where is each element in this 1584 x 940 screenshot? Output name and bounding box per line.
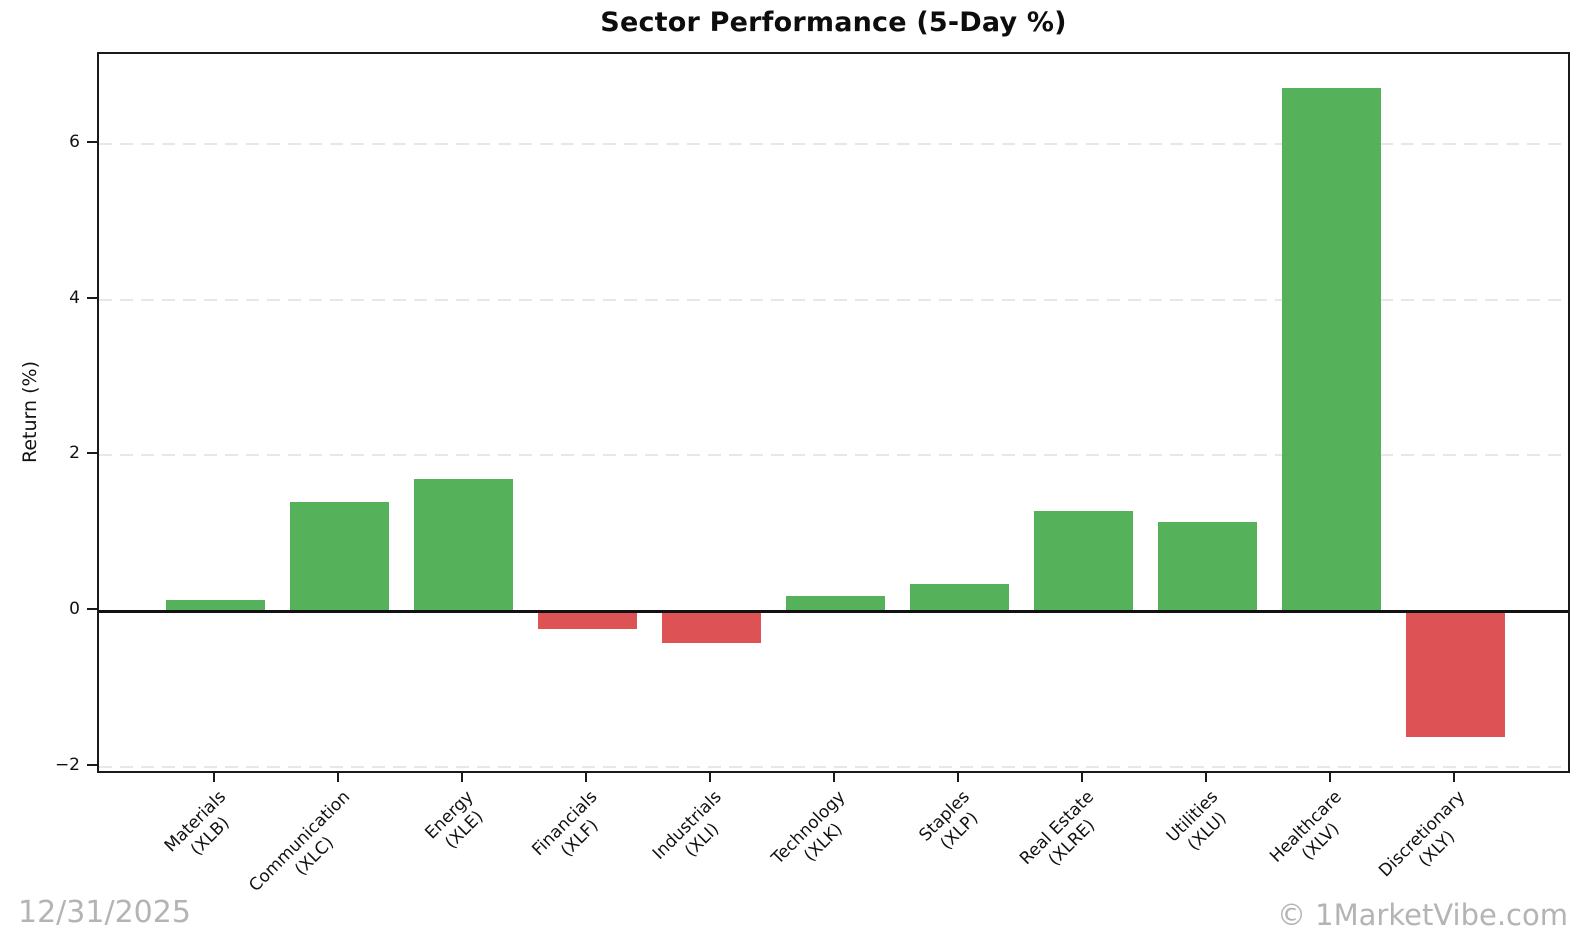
bar-real-estate-xlre (1034, 510, 1133, 612)
x-tick-label-healthcare-xlv: Healthcare (XLV) (1266, 787, 1361, 882)
x-tick-label-utilities-xlu: Utilities (XLU) (1162, 787, 1237, 862)
x-tick-mark (1204, 773, 1207, 782)
y-tick-mark (87, 608, 97, 611)
x-tick-mark (1452, 773, 1455, 782)
x-tick-mark (584, 773, 587, 782)
date-watermark: 12/31/2025 (18, 895, 191, 930)
gridline-y-6 (99, 142, 1568, 145)
x-tick-label-real-estate-xlre: Real Estate (XLRE) (1016, 787, 1113, 884)
x-tick-label-discretionary-xly: Discretionary (XLY) (1376, 787, 1485, 896)
bar-financials-xlf (538, 612, 637, 630)
plot-area (97, 52, 1570, 773)
bar-healthcare-xlv (1282, 87, 1381, 612)
y-tick-mark (87, 764, 97, 767)
bar-utilities-xlu (1158, 521, 1257, 612)
chart-title: Sector Performance (5-Day %) (600, 7, 1067, 38)
bar-communication-xlc (290, 502, 389, 612)
x-tick-mark (708, 773, 711, 782)
x-tick-mark (956, 773, 959, 782)
bar-energy-xle (414, 478, 513, 612)
zero-baseline (99, 609, 1568, 613)
x-tick-label-technology-xlk: Technology (XLK) (768, 787, 865, 884)
y-tick-label: 6 (69, 131, 80, 152)
bar-materials-xlb (166, 599, 265, 612)
x-tick-label-materials-xlb: Materials (XLB) (160, 787, 244, 871)
bar-discretionary-xly (1406, 612, 1505, 738)
gridline-y-2 (99, 454, 1568, 457)
x-tick-label-financials-xlf: Financials (XLF) (529, 787, 617, 875)
bar-industrials-xli (662, 612, 761, 644)
brand-watermark: © 1MarketVibe.com (1276, 898, 1568, 932)
y-tick-label: 0 (69, 599, 80, 620)
y-tick-mark (87, 296, 97, 299)
x-tick-mark (1328, 773, 1331, 782)
y-tick-mark (87, 140, 97, 143)
x-tick-label-industrials-xli: Industrials (XLI) (649, 787, 741, 879)
x-tick-label-energy-xle: Energy (XLE) (421, 787, 492, 858)
gridline-y--2 (99, 766, 1568, 769)
x-tick-mark (1080, 773, 1083, 782)
gridline-y-4 (99, 298, 1568, 301)
x-tick-mark (212, 773, 215, 782)
x-tick-label-communication-xlc: Communication (XLC) (245, 787, 369, 911)
y-tick-mark (87, 452, 97, 455)
x-tick-mark (336, 773, 339, 782)
x-tick-mark (460, 773, 463, 782)
x-tick-mark (832, 773, 835, 782)
y-tick-label: 4 (69, 287, 80, 308)
x-tick-label-staples-xlp: Staples (XLP) (915, 787, 989, 861)
bar-technology-xlk (786, 595, 885, 612)
y-tick-label: 2 (69, 443, 80, 464)
y-tick-label: −2 (54, 755, 80, 776)
bar-staples-xlp (910, 584, 1009, 612)
